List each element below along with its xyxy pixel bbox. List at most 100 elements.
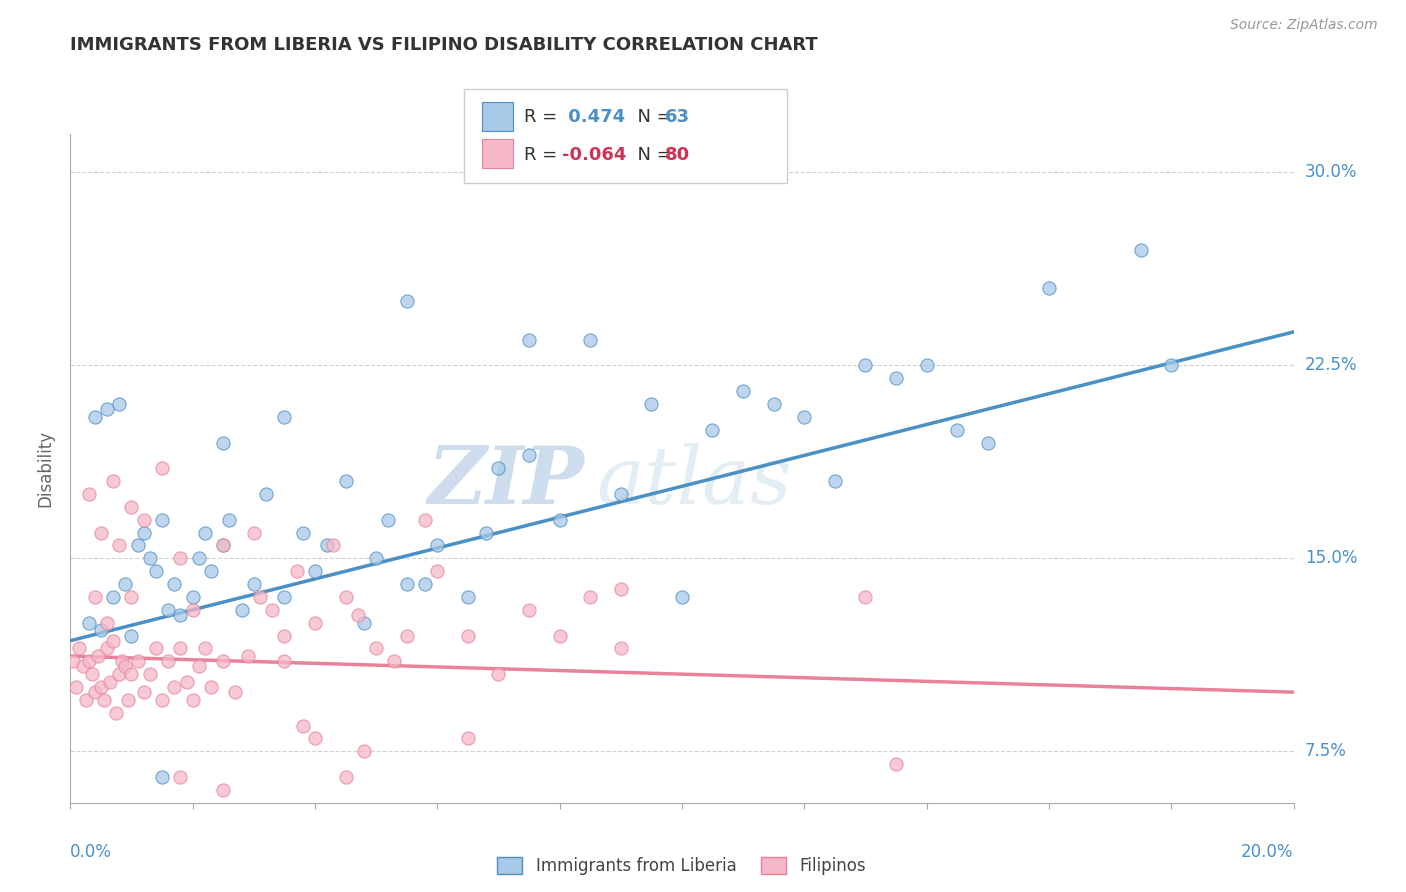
Point — [243, 525, 266, 540]
Point — [101, 633, 124, 648]
Point — [132, 513, 155, 527]
Point — [83, 409, 105, 424]
Point — [273, 654, 295, 668]
Point — [610, 641, 633, 656]
Point — [224, 685, 246, 699]
Point — [824, 474, 846, 488]
Point — [83, 590, 105, 604]
Text: atlas: atlas — [596, 443, 792, 520]
Text: IMMIGRANTS FROM LIBERIA VS FILIPINO DISABILITY CORRELATION CHART: IMMIGRANTS FROM LIBERIA VS FILIPINO DISA… — [70, 36, 818, 54]
Point — [366, 551, 388, 566]
Point — [127, 654, 149, 668]
Point — [457, 590, 479, 604]
Point — [139, 551, 162, 566]
Point — [671, 590, 693, 604]
Text: 80: 80 — [665, 145, 690, 163]
Point — [273, 409, 295, 424]
Point — [353, 615, 375, 630]
Point — [181, 693, 204, 707]
Point — [579, 333, 602, 347]
Text: Source: ZipAtlas.com: Source: ZipAtlas.com — [1230, 18, 1378, 32]
Text: ZIP: ZIP — [427, 443, 583, 520]
Point — [96, 615, 118, 630]
Point — [517, 603, 540, 617]
Point — [353, 744, 375, 758]
Point — [579, 590, 602, 604]
Text: 0.474: 0.474 — [562, 109, 626, 127]
Point — [117, 693, 139, 707]
Point — [322, 539, 344, 553]
Point — [96, 641, 118, 656]
Point — [65, 680, 87, 694]
Point — [249, 590, 271, 604]
Point — [413, 577, 436, 591]
Point — [335, 590, 357, 604]
Point — [377, 513, 399, 527]
Point — [395, 294, 418, 309]
Point — [93, 693, 115, 707]
Point — [212, 654, 235, 668]
Point — [285, 564, 308, 578]
Point — [884, 371, 907, 385]
Point — [200, 680, 222, 694]
Point — [90, 624, 112, 638]
Point — [236, 649, 259, 664]
Point — [132, 685, 155, 699]
Text: 30.0%: 30.0% — [1305, 163, 1357, 181]
Point — [610, 487, 633, 501]
Point — [426, 539, 449, 553]
Point — [111, 654, 134, 668]
Point — [157, 603, 180, 617]
Point — [884, 757, 907, 772]
Point — [121, 667, 143, 681]
Point — [254, 487, 277, 501]
Point — [384, 654, 406, 668]
Point — [488, 667, 510, 681]
Point — [762, 397, 785, 411]
Point — [640, 397, 662, 411]
Point — [90, 525, 112, 540]
Point — [610, 582, 633, 597]
Point — [101, 590, 124, 604]
Text: 15.0%: 15.0% — [1305, 549, 1357, 567]
Point — [187, 659, 209, 673]
Point — [108, 397, 131, 411]
Point — [548, 513, 571, 527]
Point — [218, 513, 240, 527]
Point — [291, 525, 314, 540]
Point — [75, 693, 97, 707]
Point — [145, 564, 167, 578]
Point — [335, 474, 357, 488]
Point — [169, 607, 191, 622]
Point — [517, 333, 540, 347]
Point — [488, 461, 510, 475]
Point — [426, 564, 449, 578]
Point — [101, 474, 124, 488]
Point — [105, 706, 128, 720]
Point — [114, 659, 136, 673]
Point — [231, 603, 253, 617]
Point — [1038, 281, 1060, 295]
Point — [291, 718, 314, 732]
Point — [163, 577, 186, 591]
Point — [346, 607, 368, 622]
Point — [457, 731, 479, 746]
Point — [395, 577, 418, 591]
Point — [200, 564, 222, 578]
Point — [731, 384, 754, 398]
Point — [413, 513, 436, 527]
Point — [108, 667, 131, 681]
Point — [157, 654, 180, 668]
Text: R =: R = — [524, 145, 564, 163]
Text: N =: N = — [626, 145, 678, 163]
Point — [475, 525, 498, 540]
Point — [915, 359, 938, 373]
Point — [127, 539, 149, 553]
Point — [793, 409, 815, 424]
Point — [139, 667, 162, 681]
Point — [121, 500, 143, 514]
Point — [77, 654, 100, 668]
Point — [150, 693, 173, 707]
Point — [946, 423, 969, 437]
Point — [150, 513, 173, 527]
